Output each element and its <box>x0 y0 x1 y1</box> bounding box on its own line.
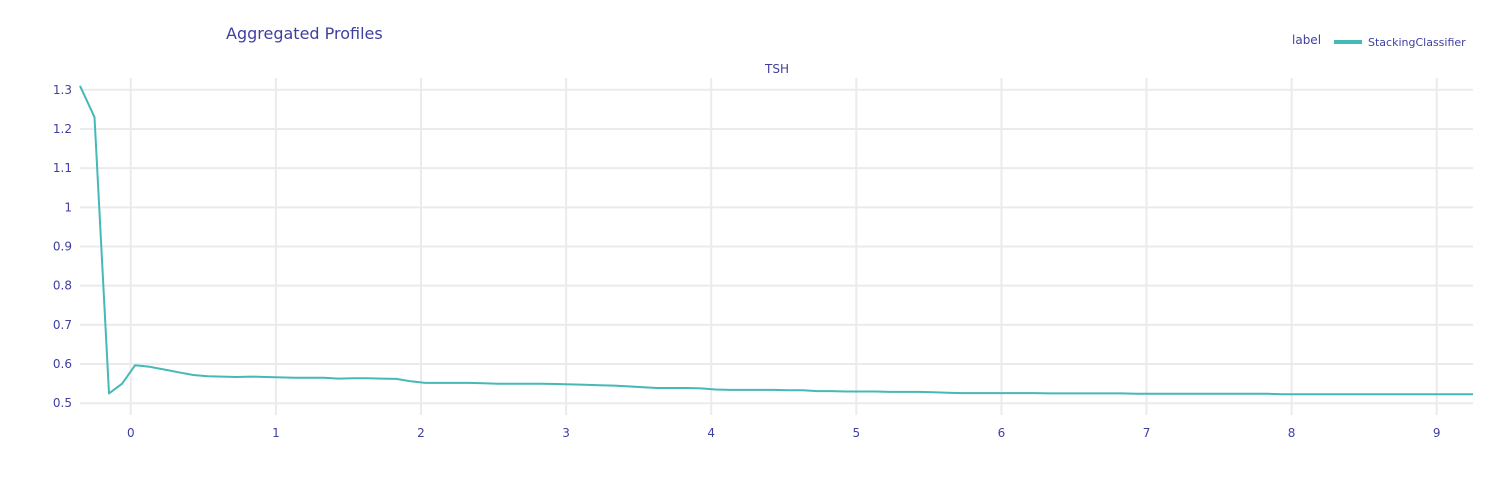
x-tick-label: 8 <box>1288 426 1296 440</box>
subplot-title: TSH <box>764 62 789 76</box>
legend-title: label <box>1292 33 1321 47</box>
legend: label StackingClassifier <box>1292 33 1466 49</box>
series-line-stackingclassifier[interactable] <box>79 85 1473 396</box>
y-tick-label: 0.9 <box>53 240 72 254</box>
x-tick-label: 6 <box>998 426 1006 440</box>
x-tick-label: 7 <box>1143 426 1151 440</box>
y-tick-label: 1 <box>64 200 72 214</box>
y-tick-label: 0.5 <box>53 396 72 410</box>
x-tick-label: 9 <box>1433 426 1441 440</box>
x-axis: 0 1 2 3 4 5 6 7 8 9 <box>127 426 1441 440</box>
y-tick-label: 1.2 <box>53 122 72 136</box>
legend-label: StackingClassifier <box>1368 36 1466 49</box>
y-tick-label: 0.8 <box>53 279 72 293</box>
x-tick-label: 5 <box>852 426 860 440</box>
y-axis: 0.5 0.6 0.7 0.8 0.9 1 1.1 1.2 1.3 <box>53 83 72 410</box>
y-tick-label: 1.3 <box>53 83 72 97</box>
x-tick-label: 3 <box>562 426 570 440</box>
x-tick-label: 0 <box>127 426 135 440</box>
x-tick-label: 2 <box>417 426 425 440</box>
chart-title: Aggregated Profiles <box>226 24 383 43</box>
grid-lines <box>80 78 1473 415</box>
y-tick-label: 1.1 <box>53 161 72 175</box>
plot-area <box>79 85 1473 396</box>
x-tick-label: 4 <box>707 426 715 440</box>
legend-item-stackingclassifier[interactable]: StackingClassifier <box>1334 36 1466 49</box>
x-tick-label: 1 <box>272 426 280 440</box>
y-tick-label: 0.7 <box>53 318 72 332</box>
y-tick-label: 0.6 <box>53 357 72 371</box>
